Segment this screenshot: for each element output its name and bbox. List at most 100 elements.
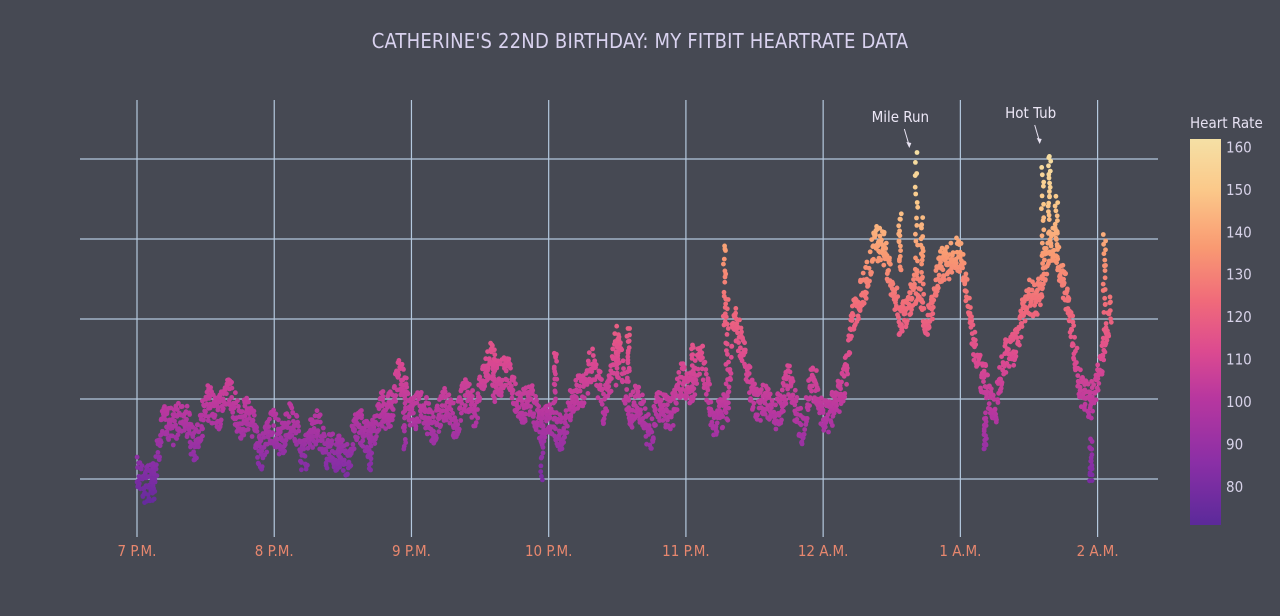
heartrate-point: [1024, 305, 1030, 311]
heartrate-point: [396, 372, 402, 378]
heartrate-point: [408, 422, 414, 428]
heartrate-point: [504, 377, 510, 383]
heartrate-point: [1053, 193, 1059, 199]
heartrate-point: [781, 408, 786, 414]
heartrate-point: [985, 372, 990, 378]
colorbar-title: Heart Rate: [1190, 114, 1263, 132]
heartrate-point: [1069, 327, 1074, 333]
heartrate-point: [1089, 466, 1095, 472]
heartrate-point: [186, 410, 192, 416]
colorbar-tick-label: 90: [1226, 435, 1243, 453]
heartrate-point: [690, 352, 696, 358]
heartrate-point: [475, 407, 480, 412]
heartrate-point: [254, 425, 259, 430]
heartrate-point: [914, 200, 920, 205]
heartrate-point: [674, 407, 680, 413]
heartrate-point: [442, 389, 448, 395]
heartrate-point: [469, 394, 475, 399]
heartrate-point: [703, 367, 709, 372]
heartrate-point: [490, 373, 496, 379]
heartrate-point: [453, 418, 459, 424]
heartrate-point: [990, 392, 996, 398]
heartrate-point: [361, 434, 367, 439]
heartrate-point: [456, 426, 462, 432]
heartrate-point: [1055, 200, 1061, 206]
heartrate-point: [1100, 335, 1106, 341]
heartrate-point: [883, 240, 889, 246]
heartrate-point: [730, 320, 736, 326]
heartrate-point: [1040, 285, 1045, 291]
heartrate-point: [336, 437, 342, 443]
heartrate-point: [826, 429, 831, 435]
heartrate-point: [614, 365, 620, 371]
heartrate-point: [883, 246, 889, 251]
heartrate-point: [271, 407, 276, 413]
heartrate-point: [601, 420, 606, 426]
heartrate-point: [273, 411, 279, 417]
heartrate-point: [175, 432, 181, 438]
x-tick-label: 1 A.M.: [939, 542, 981, 560]
heartrate-point: [684, 394, 690, 400]
heartrate-point: [624, 387, 630, 392]
heartrate-point: [172, 418, 177, 424]
heartrate-point: [707, 381, 712, 387]
heartrate-point: [503, 368, 509, 374]
heartrate-point: [630, 389, 636, 395]
heartrate-point: [724, 348, 729, 353]
heartrate-point: [988, 386, 994, 392]
heartrate-point: [540, 407, 546, 413]
heartrate-point: [1102, 295, 1108, 301]
heartrate-point: [714, 420, 720, 426]
heartrate-point: [742, 364, 748, 370]
heartrate-point: [1054, 213, 1060, 219]
heartrate-point: [697, 371, 702, 377]
heartrate-point: [575, 405, 581, 411]
heartrate-point: [944, 244, 950, 250]
heartrate-point: [239, 409, 245, 414]
heartrate-point: [564, 430, 570, 435]
heartrate-point: [919, 257, 925, 263]
heartrate-point: [1076, 380, 1082, 385]
heartrate-point: [920, 215, 926, 221]
heartrate-point: [742, 340, 747, 346]
heartrate-point: [725, 297, 731, 302]
heartrate-point: [1107, 308, 1113, 313]
heartrate-point: [909, 307, 914, 312]
heartrate-point: [967, 295, 972, 301]
heartrate-point: [135, 465, 141, 470]
heartrate-point: [393, 393, 399, 398]
heartrate-point: [402, 437, 408, 442]
heartrate-point: [948, 240, 954, 246]
heartrate-point: [1082, 401, 1088, 407]
heartrate-point: [1093, 397, 1099, 403]
heartrate-point: [401, 367, 406, 372]
heartrate-point: [738, 345, 743, 351]
heartrate-point: [904, 318, 910, 324]
heartrate-point: [723, 410, 729, 415]
heartrate-point: [1095, 362, 1101, 368]
heartrate-point: [658, 397, 664, 403]
heartrate-point: [735, 330, 740, 336]
heartrate-point: [540, 423, 546, 428]
heartrate-point: [689, 385, 694, 390]
heartrate-point: [831, 410, 837, 416]
heartrate-point: [424, 431, 430, 437]
heartrate-point: [878, 257, 883, 263]
heartrate-point: [867, 249, 873, 255]
heartrate-point: [1047, 184, 1053, 190]
heartrate-point: [1100, 232, 1106, 237]
heartrate-point: [561, 439, 567, 445]
heartrate-point: [856, 316, 861, 322]
heartrate-point: [998, 385, 1004, 391]
heartrate-point: [703, 371, 709, 377]
heartrate-point: [459, 400, 465, 406]
heartrate-point: [983, 415, 989, 421]
heartrate-point: [402, 392, 408, 398]
heartrate-point: [750, 404, 756, 410]
heartrate-point: [301, 446, 307, 452]
heartrate-point: [1090, 408, 1095, 414]
heartrate-point: [383, 426, 388, 431]
heartrate-point: [155, 450, 161, 455]
heartrate-point: [506, 356, 512, 362]
heartrate-point: [738, 325, 744, 331]
